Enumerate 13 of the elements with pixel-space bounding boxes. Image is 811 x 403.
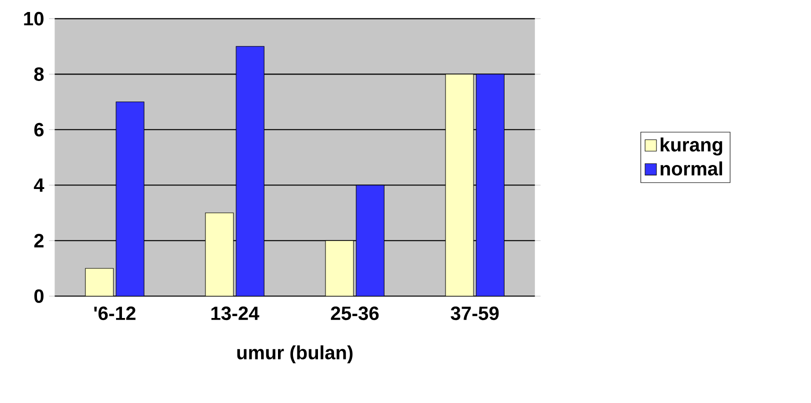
x-tick-label: 37-59 bbox=[450, 306, 499, 320]
legend-label: normal bbox=[660, 161, 722, 176]
y-tick-label: 8 bbox=[34, 67, 44, 82]
y-tick-label: 10 bbox=[24, 12, 44, 26]
x-axis-title: umur (bulan) bbox=[237, 345, 353, 364]
legend-label: kurang bbox=[660, 138, 722, 156]
x-tick-label: '6-12 bbox=[94, 306, 136, 320]
y-tick-label: 4 bbox=[34, 178, 44, 192]
x-tick-label: 13-24 bbox=[211, 306, 260, 320]
y-tick-label: 2 bbox=[34, 234, 44, 248]
y-tick-label: 0 bbox=[34, 289, 44, 303]
x-tick-label: 25-36 bbox=[330, 306, 379, 320]
y-tick-label: 6 bbox=[34, 122, 44, 137]
